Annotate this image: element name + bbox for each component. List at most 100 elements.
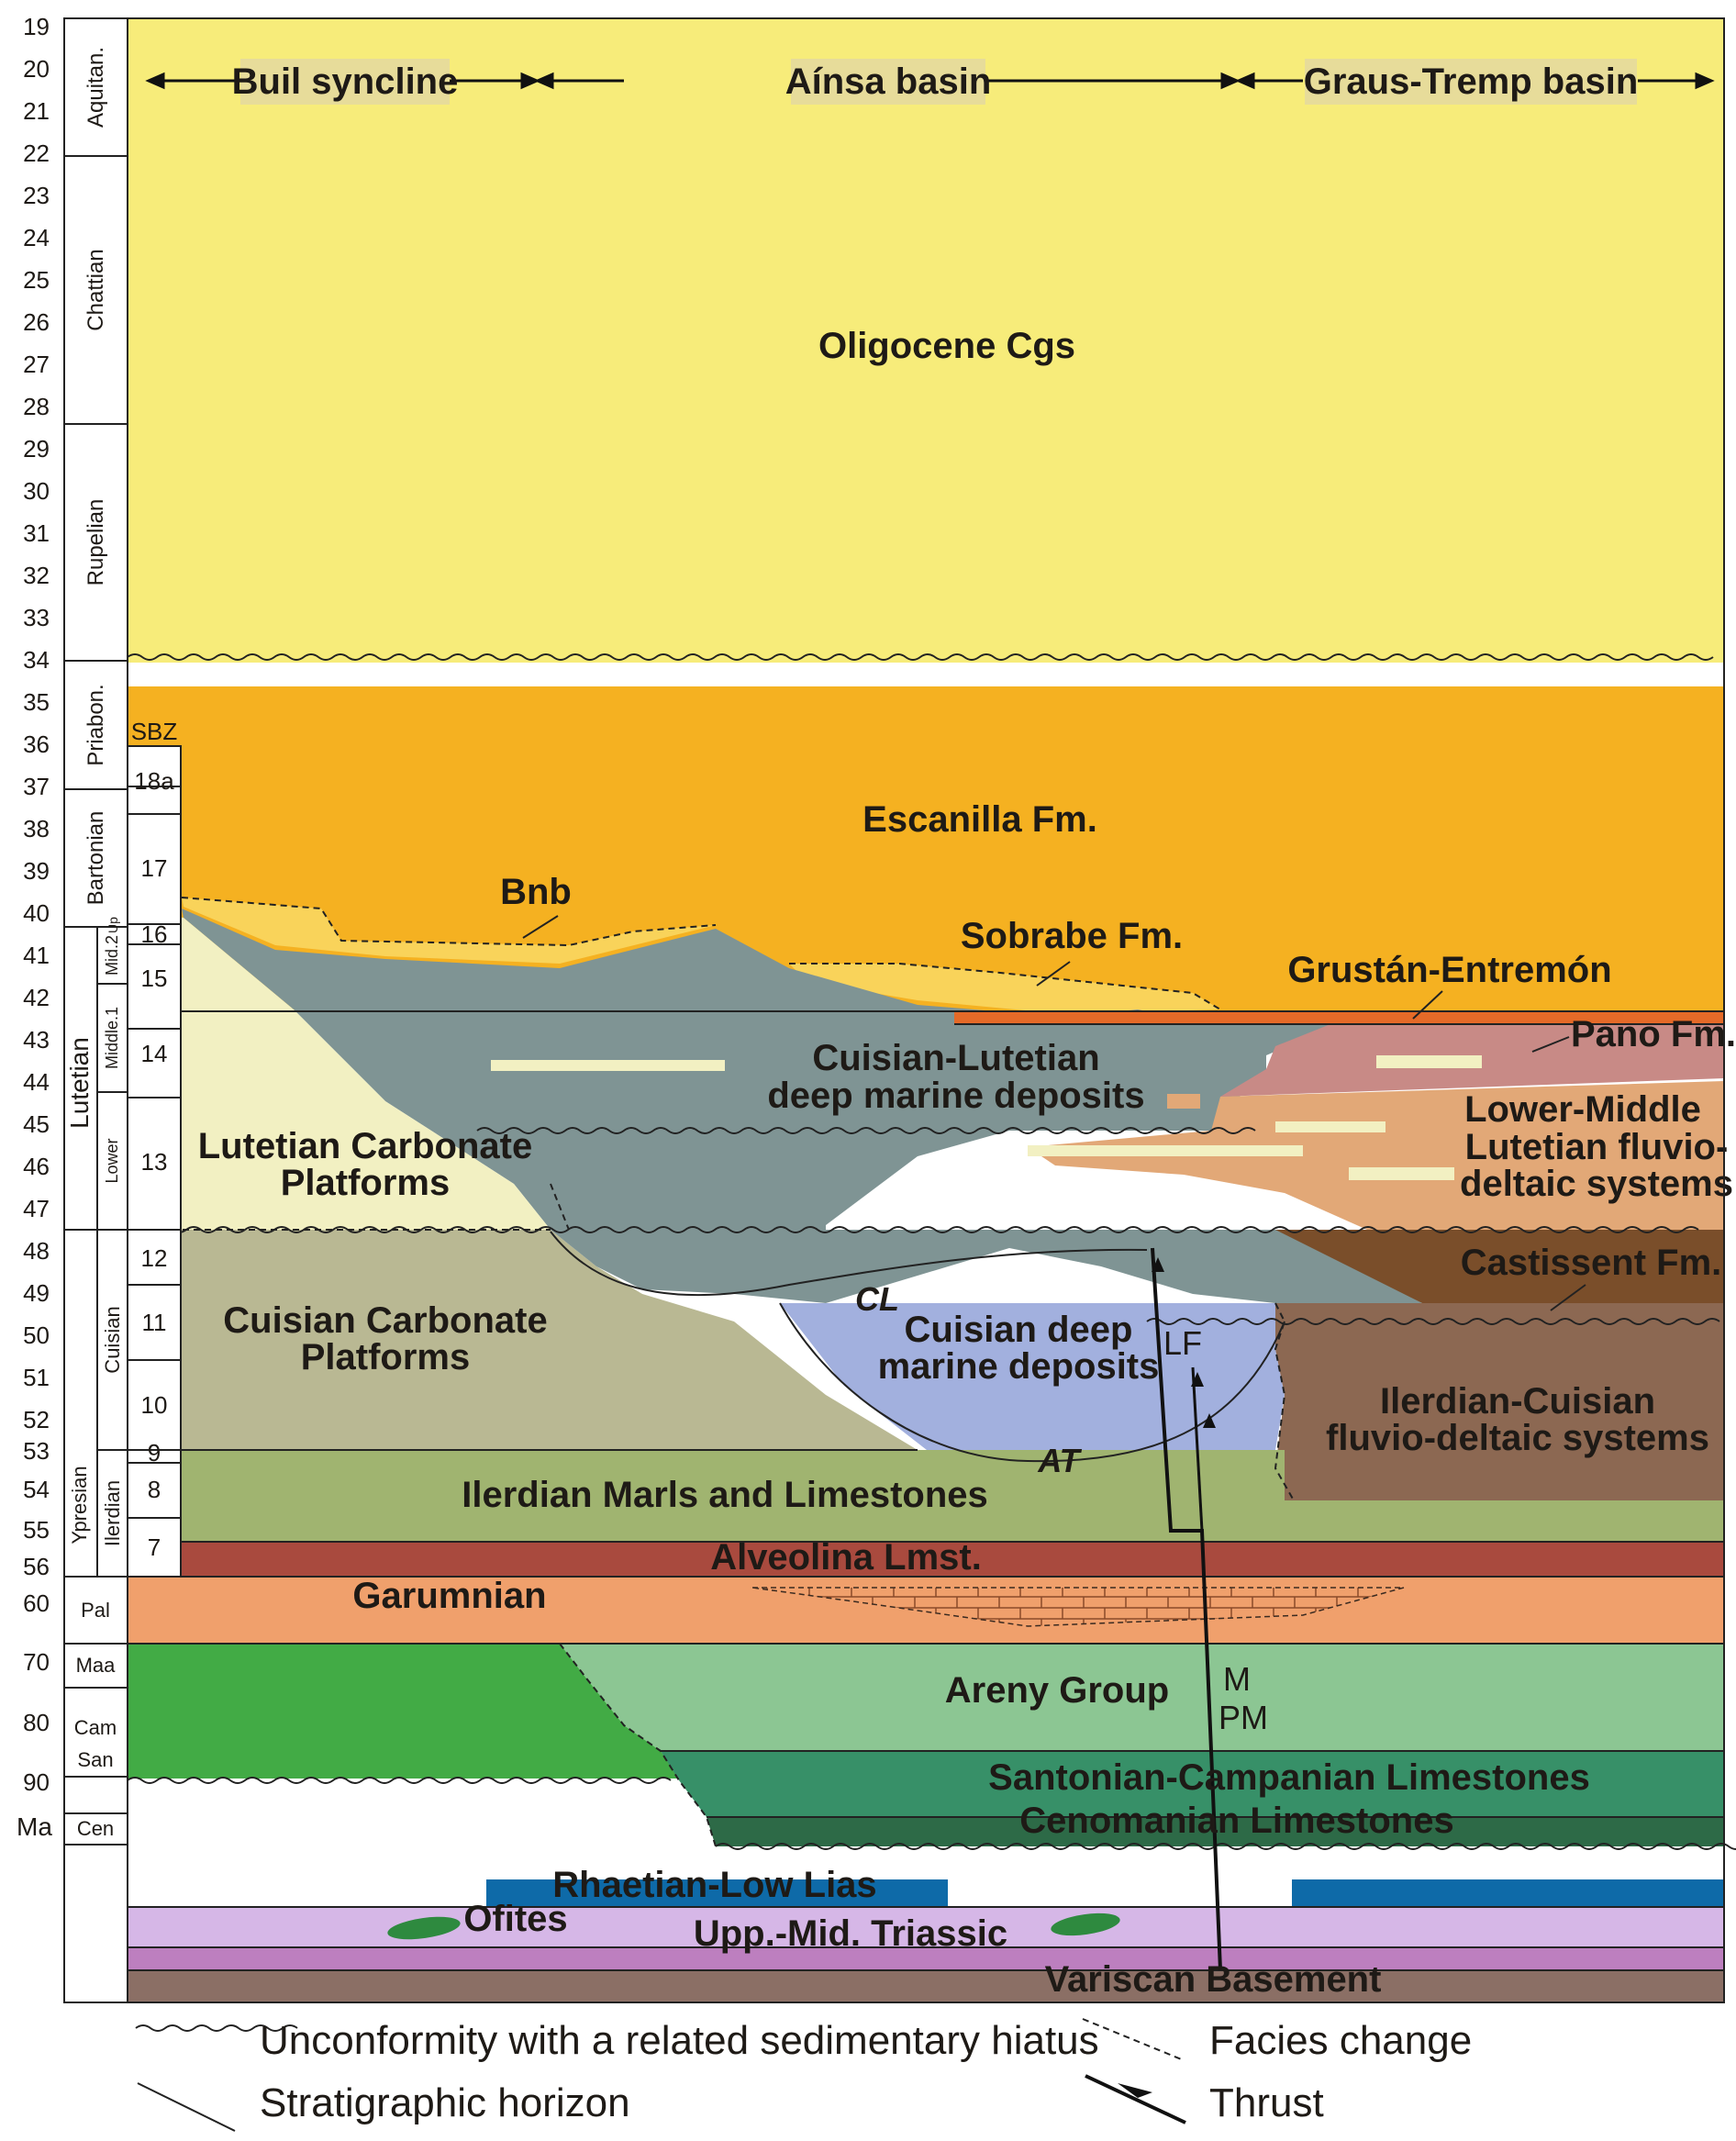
label-lutetian-platforms-2: Platforms	[281, 1163, 451, 1203]
label-lower-middle-2: Lutetian fluvio-	[1465, 1127, 1729, 1167]
tick-35: 35	[23, 688, 50, 716]
sbz-14: 14	[141, 1040, 168, 1067]
label-bnb: Bnb	[500, 872, 572, 912]
channel-unconformity-at	[779, 1302, 1285, 1463]
tick-53: 53	[23, 1437, 50, 1465]
legend-thrust-label: Thrust	[1209, 2080, 1324, 2125]
stage-labels: Aquitan. Chattian Rupelian Priabon. Bart…	[65, 47, 124, 1546]
unconformity-wavy-lines	[127, 653, 1736, 1850]
basin-arrows	[145, 72, 1715, 90]
tick-34: 34	[23, 646, 50, 674]
ofites-body-left	[387, 1916, 461, 1940]
label-cenomanian: Cenomanian Limestones	[1019, 1801, 1453, 1841]
label-lower-middle-3: deltaic systems	[1460, 1164, 1733, 1204]
sbz-16: 16	[141, 920, 168, 948]
sobrabe-lens	[789, 964, 1220, 1014]
tick-23: 23	[23, 182, 50, 209]
tick-22: 22	[23, 139, 50, 167]
tick-20: 20	[23, 55, 50, 83]
tick-44: 44	[23, 1068, 50, 1096]
label-santonian: Santonian-Campanian Limestones	[988, 1757, 1590, 1798]
label-ilerdian-marls: Ilerdian Marls and Limestones	[462, 1475, 988, 1515]
facies-change-lines	[128, 897, 1295, 1847]
substage-up: Up	[106, 917, 120, 933]
sbz-17: 17	[141, 854, 168, 882]
label-areny: Areny Group	[945, 1670, 1169, 1711]
upper-cretaceous-green	[128, 1644, 679, 1779]
rhaetian-left	[486, 1879, 948, 1907]
label-sobrabe: Sobrabe Fm.	[961, 916, 1183, 956]
marker-m: M	[1223, 1660, 1251, 1698]
legend-facies-label: Facies change	[1209, 2018, 1472, 2063]
channel-unconformity-cl	[550, 1231, 1148, 1297]
garumnian-limestone-lens	[751, 1587, 1405, 1627]
lutetian-platforms	[128, 909, 551, 1230]
sbz-cells	[127, 745, 182, 1578]
epoch-ypresian: Ypresian	[68, 1466, 91, 1544]
substage-middle1: Middle.1	[103, 1007, 121, 1069]
label-cuisian-deep-2: marine deposits	[878, 1346, 1160, 1387]
leader-bnb	[522, 915, 559, 939]
stage-pal: Pal	[81, 1599, 110, 1622]
basin-label-buil: Buil syncline	[232, 61, 459, 102]
tick-30: 30	[23, 477, 50, 505]
triassic-lower-band	[128, 1947, 1724, 1970]
escanilla-band	[128, 686, 1724, 1011]
label-ilerdian-cuisian-2: fluvio-deltaic systems	[1326, 1418, 1709, 1458]
label-ilerdian-cuisian-1: Ilerdian-Cuisian	[1380, 1381, 1655, 1422]
label-oligocene: Oligocene Cgs	[818, 326, 1075, 366]
label-escanilla: Escanilla Fm.	[862, 799, 1097, 840]
sbz-13: 13	[141, 1148, 168, 1176]
tick-39: 39	[23, 857, 50, 885]
thrust-fault-main	[1151, 1247, 1222, 1971]
label-cuisian-deep-1: Cuisian deep	[905, 1310, 1133, 1350]
label-cuisian-lutetian-1: Cuisian-Lutetian	[812, 1038, 1099, 1078]
lens-1	[491, 1060, 725, 1071]
stage-aquitan: Aquitan.	[83, 47, 108, 128]
basin-label-bg-ainsa	[791, 59, 985, 105]
label-lutetian-platforms-1: Lutetian Carbonate	[198, 1126, 532, 1166]
legend: Unconformity with a related sedimentary …	[135, 2018, 1472, 2132]
tick-56: 56	[23, 1553, 50, 1580]
tick-54: 54	[23, 1476, 50, 1503]
sbz-15: 15	[141, 965, 168, 992]
substage-mid2: Mid.2	[103, 935, 121, 976]
santonian-campanian-band	[661, 1751, 1724, 1817]
legend-unconformity-symbol	[135, 2024, 298, 2032]
marker-lf: LF	[1163, 1324, 1202, 1362]
grustan-band	[954, 1011, 1724, 1024]
thrust-arrow-2	[1191, 1372, 1204, 1387]
tick-36: 36	[23, 730, 50, 758]
sbz-9: 9	[148, 1439, 161, 1466]
stage-bartonian: Bartonian	[83, 811, 108, 906]
sbz-12: 12	[141, 1244, 168, 1272]
legend-thrust-symbol	[1085, 2074, 1186, 2124]
label-alveolina: Alveolina Lmst.	[710, 1537, 982, 1578]
substage-cells	[96, 926, 128, 1578]
tick-80: 80	[23, 1709, 50, 1736]
label-rhaetian: Rhaetian-Low Lias	[552, 1865, 876, 1905]
stage-priabon: Priabon.	[83, 684, 108, 765]
tick-31: 31	[23, 519, 50, 547]
basin-label-bg-buil	[240, 59, 450, 105]
stage-cam: Cam	[74, 1716, 117, 1739]
legend-facies-symbol	[1082, 2018, 1185, 2061]
variscan-band	[128, 1970, 1724, 2002]
basin-label-bg-graus	[1305, 59, 1637, 105]
tick-32: 32	[23, 562, 50, 589]
legend-horizon-label: Stratigraphic horizon	[260, 2080, 630, 2125]
tick-43: 43	[23, 1026, 50, 1054]
lens-3	[1275, 1121, 1385, 1132]
label-triassic: Upp.-Mid. Triassic	[694, 1913, 1007, 1954]
leader-castissent	[1550, 1284, 1586, 1311]
time-unit-label: Ma	[17, 1812, 52, 1841]
label-grustan: Grustán-Entremón	[1287, 950, 1611, 990]
tick-29: 29	[23, 435, 50, 463]
leader-grustan	[1412, 990, 1443, 1020]
leader-sobrabe	[1036, 961, 1071, 987]
areny-group	[560, 1644, 1724, 1751]
castissent-fm	[1275, 1230, 1724, 1303]
lens-6	[1167, 1094, 1200, 1109]
sbz-18a: 18a	[134, 767, 174, 795]
rhaetian-right	[1292, 1879, 1724, 1907]
